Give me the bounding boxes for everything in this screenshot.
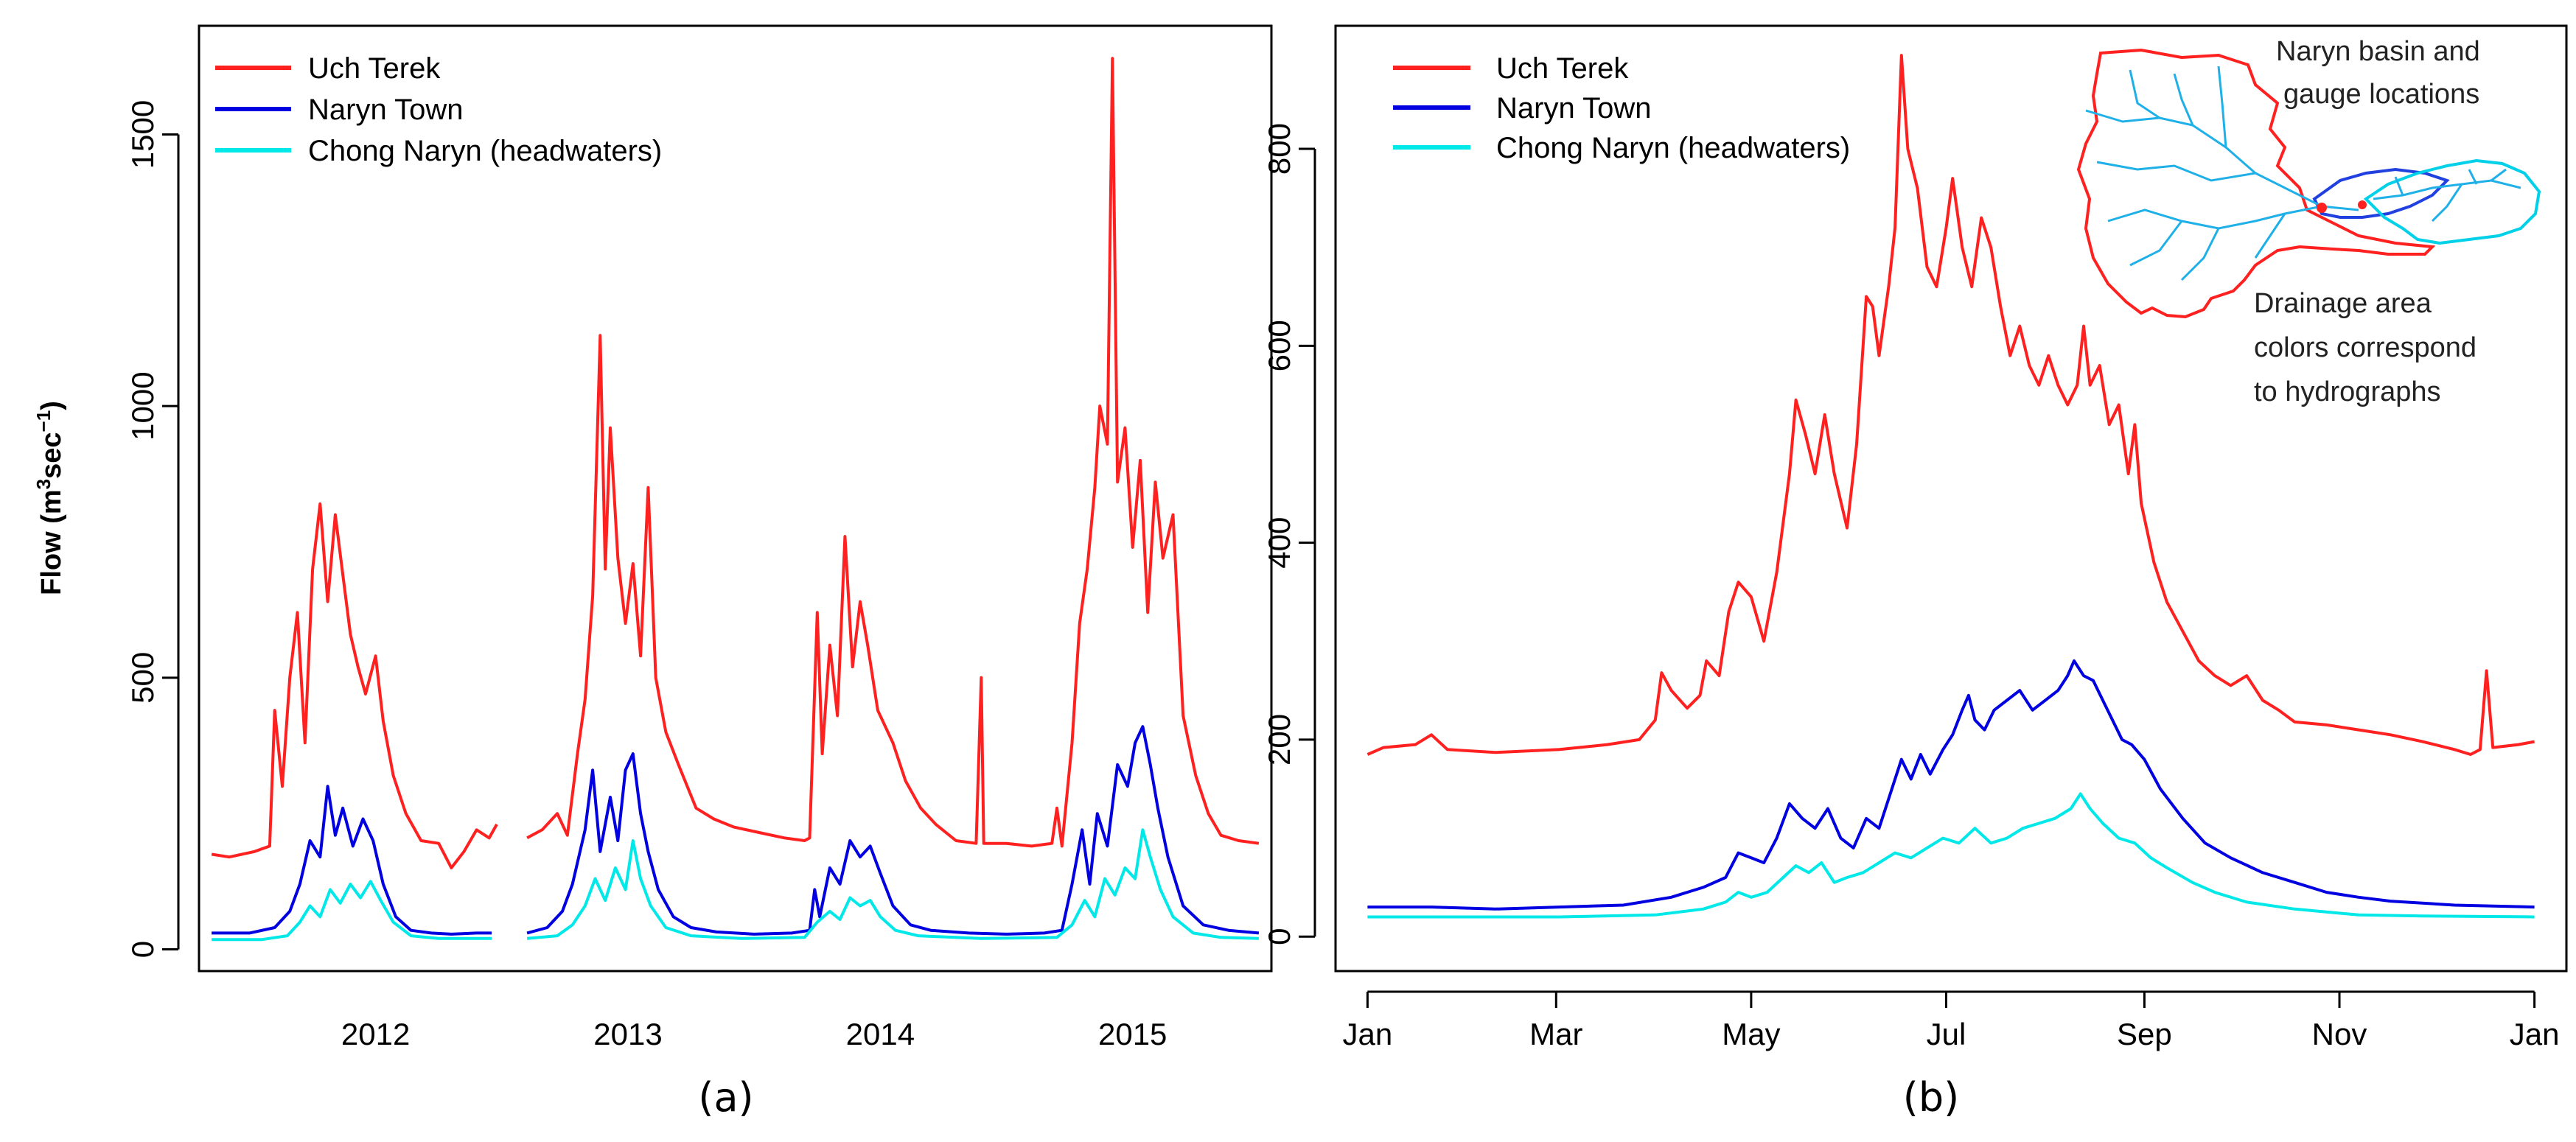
y-tick-label-a-1500: 1500: [125, 100, 160, 169]
x-tick-label-b-1: Mar: [1529, 1017, 1582, 1051]
panel-b-caption: (b): [1903, 1074, 1959, 1121]
x-tick-label-b-5: Nov: [2312, 1017, 2367, 1051]
panel-a-plot-frame: [198, 24, 1273, 973]
series-line-a-chong-naryn-headwaters--0: [212, 880, 492, 942]
y-tick-label-b-0: 0: [1262, 928, 1296, 945]
y-label-sup-neg1: −1: [32, 410, 55, 432]
panel-a-caption: (a): [698, 1074, 753, 1121]
y-tick-label-b-200: 200: [1262, 714, 1296, 766]
x-tick-label-b-3: Jul: [1927, 1017, 1966, 1051]
inset-river-network: [2085, 66, 2521, 281]
series-line-a-naryn-town-1: [526, 725, 1260, 936]
inset-gauge-uch-terek: [2317, 203, 2327, 213]
x-tick-label-b-4: Sep: [2117, 1017, 2172, 1051]
panel-a-hydrograph-2012-2015: 0 500 1000 1500 2012 2013 2014 2015 Flow (m3se…: [32, 24, 1273, 1121]
legend-a-label-naryn-town: Naryn Town: [308, 94, 463, 126]
y-label-mid: sec: [36, 432, 67, 478]
y-tick-label-a-0: 0: [125, 941, 160, 958]
panel-b-series-lines: [1366, 54, 2535, 919]
y-tick-label-b-600: 600: [1262, 320, 1296, 371]
panel-b-legend: Uch Terek Naryn Town Chong Naryn (headwa…: [1393, 52, 1850, 164]
x-tick-label-b-2: May: [1722, 1017, 1780, 1051]
y-label-main: Flow (m: [36, 489, 67, 595]
panel-b-mean-annual-hydrograph: 0 200 400 600 800 Jan Mar May Jul Sep Nov Jan Uch …: [1262, 24, 2568, 1121]
inset-naryn-town-subbasin: [2312, 167, 2450, 219]
inset-label-top-line2: gauge locations: [2283, 79, 2479, 110]
inset-label-top-line1: Naryn basin and: [2276, 36, 2480, 67]
panel-b-plot-frame: [1334, 24, 2568, 973]
legend-b-label-naryn-town: Naryn Town: [1496, 92, 1651, 125]
series-line-a-naryn-town-0: [212, 785, 492, 936]
inset-label-bottom-line1: Drainage area: [2254, 288, 2432, 319]
panel-b-y-axis: 0 200 400 600 800: [1262, 123, 1316, 945]
y-label-sup-3: 3: [32, 479, 55, 489]
panel-a-legend: Uch Terek Naryn Town Chong Naryn (headwa…: [215, 52, 662, 167]
series-line-a-uch-terek-0: [211, 502, 498, 869]
series-line-b-naryn-town-0: [1367, 659, 2535, 911]
x-tick-label-a-1: 2013: [593, 1017, 662, 1051]
y-label-end: ): [36, 401, 67, 410]
inset-basin-outline: [2076, 48, 2436, 319]
series-line-a-uch-terek-1: [526, 57, 1260, 848]
y-tick-label-b-800: 800: [1262, 123, 1296, 175]
x-tick-label-a-0: 2012: [341, 1017, 410, 1051]
y-tick-label-b-400: 400: [1262, 517, 1296, 569]
y-tick-label-a-1000: 1000: [125, 371, 160, 440]
legend-a-label-uch-terek: Uch Terek: [308, 52, 441, 85]
panel-a-y-axis: 0 500 1000 1500: [125, 100, 180, 958]
x-tick-label-b-0: Jan: [1343, 1017, 1393, 1051]
legend-a-label-chong-naryn: Chong Naryn (headwaters): [308, 135, 662, 167]
legend-b-label-uch-terek: Uch Terek: [1496, 52, 1629, 85]
x-tick-label-b-6: Jan: [2510, 1017, 2560, 1051]
panel-a-series-lines: [211, 57, 1260, 942]
panel-a-y-axis-label: Flow (m3sec−1): [32, 401, 67, 595]
inset-basin-map: Naryn basin and gauge locations Drainage…: [2076, 36, 2541, 407]
legend-b-label-chong-naryn: Chong Naryn (headwaters): [1496, 132, 1850, 164]
inset-label-bottom-line2: colors correspond: [2254, 332, 2476, 363]
x-tick-label-a-3: 2015: [1098, 1017, 1167, 1051]
series-line-a-chong-naryn-headwaters--1: [526, 828, 1259, 940]
inset-chong-naryn-subbasin: [2363, 158, 2541, 245]
y-tick-label-a-500: 500: [125, 652, 160, 704]
inset-label-bottom-line3: to hydrographs: [2254, 376, 2441, 407]
panel-a-x-axis: 2012 2013 2014 2015: [341, 1017, 1167, 1051]
series-line-b-chong-naryn-headwaters--0: [1367, 792, 2535, 919]
panel-b-x-axis: Jan Mar May Jul Sep Nov Jan: [1343, 990, 2560, 1051]
inset-gauge-naryn-town: [2358, 200, 2367, 209]
x-tick-label-a-2: 2014: [846, 1017, 915, 1051]
series-line-b-uch-terek-0: [1366, 54, 2535, 756]
